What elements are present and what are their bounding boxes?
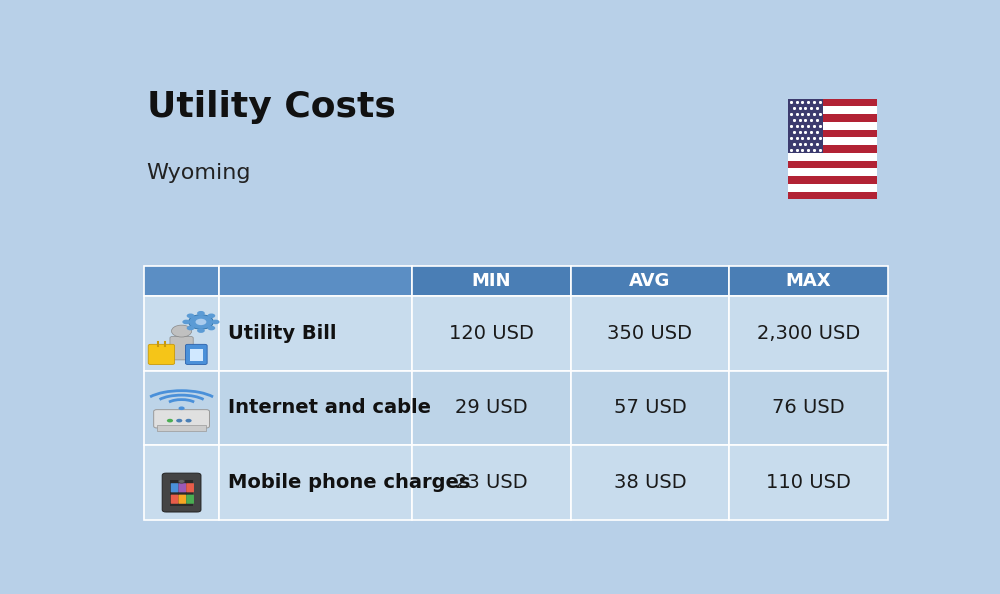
- FancyBboxPatch shape: [148, 345, 175, 365]
- FancyBboxPatch shape: [171, 495, 178, 504]
- Text: 350 USD: 350 USD: [607, 324, 692, 343]
- Circle shape: [207, 314, 215, 318]
- Text: 120 USD: 120 USD: [449, 324, 534, 343]
- FancyBboxPatch shape: [144, 371, 219, 445]
- FancyBboxPatch shape: [412, 371, 571, 445]
- FancyBboxPatch shape: [144, 296, 219, 371]
- FancyBboxPatch shape: [412, 266, 571, 296]
- FancyBboxPatch shape: [729, 371, 888, 445]
- FancyBboxPatch shape: [788, 168, 877, 176]
- FancyBboxPatch shape: [186, 495, 194, 504]
- FancyBboxPatch shape: [157, 425, 206, 431]
- Text: MAX: MAX: [786, 272, 831, 290]
- FancyBboxPatch shape: [412, 296, 571, 371]
- FancyBboxPatch shape: [162, 473, 201, 512]
- Text: 110 USD: 110 USD: [766, 473, 851, 492]
- Circle shape: [196, 319, 206, 325]
- Text: 23 USD: 23 USD: [455, 473, 528, 492]
- FancyBboxPatch shape: [788, 160, 877, 168]
- FancyBboxPatch shape: [178, 495, 186, 504]
- FancyBboxPatch shape: [154, 410, 209, 428]
- Circle shape: [187, 326, 194, 330]
- FancyBboxPatch shape: [788, 145, 877, 153]
- Circle shape: [212, 320, 220, 324]
- FancyBboxPatch shape: [219, 296, 412, 371]
- FancyBboxPatch shape: [729, 296, 888, 371]
- FancyBboxPatch shape: [788, 99, 877, 106]
- Circle shape: [178, 479, 185, 483]
- FancyBboxPatch shape: [571, 296, 729, 371]
- FancyBboxPatch shape: [219, 371, 412, 445]
- FancyBboxPatch shape: [788, 176, 877, 184]
- FancyBboxPatch shape: [788, 99, 877, 200]
- FancyBboxPatch shape: [412, 445, 571, 520]
- Text: 38 USD: 38 USD: [614, 473, 686, 492]
- Text: MIN: MIN: [472, 272, 511, 290]
- Circle shape: [207, 326, 215, 330]
- FancyBboxPatch shape: [788, 184, 877, 192]
- FancyBboxPatch shape: [144, 266, 219, 296]
- FancyBboxPatch shape: [729, 445, 888, 520]
- FancyBboxPatch shape: [178, 483, 186, 492]
- Circle shape: [189, 315, 213, 329]
- FancyBboxPatch shape: [144, 445, 219, 520]
- Circle shape: [167, 419, 173, 422]
- Circle shape: [187, 314, 194, 318]
- Text: Internet and cable: Internet and cable: [228, 399, 431, 418]
- Text: Wyoming: Wyoming: [147, 163, 251, 183]
- Text: 76 USD: 76 USD: [772, 399, 845, 418]
- FancyBboxPatch shape: [219, 266, 412, 296]
- Circle shape: [197, 328, 205, 333]
- FancyBboxPatch shape: [571, 266, 729, 296]
- FancyBboxPatch shape: [170, 479, 193, 506]
- FancyBboxPatch shape: [788, 122, 877, 129]
- FancyBboxPatch shape: [171, 483, 178, 492]
- Circle shape: [178, 406, 185, 410]
- FancyBboxPatch shape: [185, 345, 207, 365]
- Circle shape: [182, 320, 190, 324]
- Circle shape: [176, 419, 182, 422]
- FancyBboxPatch shape: [190, 349, 202, 361]
- FancyBboxPatch shape: [788, 99, 823, 153]
- FancyBboxPatch shape: [729, 266, 888, 296]
- Text: Utility Bill: Utility Bill: [228, 324, 337, 343]
- Text: 2,300 USD: 2,300 USD: [757, 324, 860, 343]
- Text: 57 USD: 57 USD: [614, 399, 686, 418]
- Circle shape: [172, 325, 192, 337]
- FancyBboxPatch shape: [170, 337, 193, 360]
- FancyBboxPatch shape: [571, 445, 729, 520]
- Circle shape: [197, 311, 205, 315]
- FancyBboxPatch shape: [186, 483, 194, 492]
- FancyBboxPatch shape: [788, 106, 877, 114]
- FancyBboxPatch shape: [788, 192, 877, 200]
- Text: Mobile phone charges: Mobile phone charges: [228, 473, 470, 492]
- FancyBboxPatch shape: [788, 153, 877, 160]
- FancyBboxPatch shape: [219, 445, 412, 520]
- FancyBboxPatch shape: [788, 114, 877, 122]
- Text: 29 USD: 29 USD: [455, 399, 528, 418]
- Circle shape: [185, 419, 192, 422]
- Text: AVG: AVG: [629, 272, 671, 290]
- FancyBboxPatch shape: [788, 137, 877, 145]
- FancyBboxPatch shape: [571, 371, 729, 445]
- FancyBboxPatch shape: [788, 129, 877, 137]
- Text: Utility Costs: Utility Costs: [147, 90, 396, 124]
